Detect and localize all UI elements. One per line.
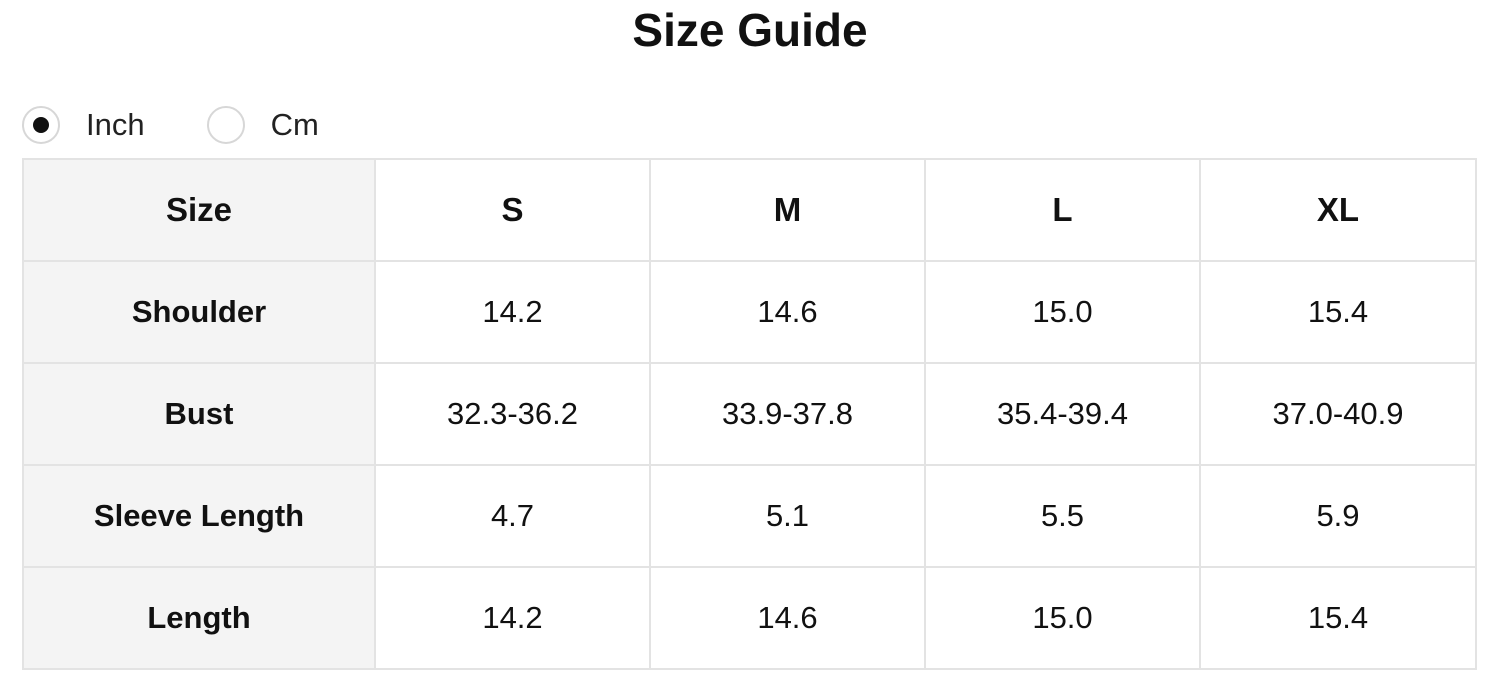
cm-radio[interactable] xyxy=(206,106,245,144)
cm-label: Cm xyxy=(270,107,319,142)
table-cell: 15.4 xyxy=(1199,260,1477,364)
unit-selector: Inch Cm xyxy=(22,100,381,150)
table-row: Sleeve Length 4.7 5.1 5.5 5.9 xyxy=(22,464,1477,568)
page-title: Size Guide xyxy=(632,4,868,56)
table-cell: 14.2 xyxy=(374,260,651,364)
table-cell: 15.0 xyxy=(924,260,1201,364)
column-header-m: M xyxy=(649,158,926,262)
unit-option-inch[interactable]: Inch xyxy=(22,106,145,144)
table-cell: 5.9 xyxy=(1199,464,1477,568)
table-cell: 14.2 xyxy=(374,566,651,670)
table-header-row: Size S M L XL xyxy=(22,158,1477,262)
table-cell: 4.7 xyxy=(374,464,651,568)
table-cell: 35.4-39.4 xyxy=(924,362,1201,466)
inch-radio[interactable] xyxy=(22,106,60,144)
row-label-sleeve-length: Sleeve Length xyxy=(22,464,376,568)
table-row: Bust 32.3-36.2 33.9-37.8 35.4-39.4 37.0-… xyxy=(22,362,1477,466)
table-cell: 15.0 xyxy=(924,566,1201,670)
column-header-l: L xyxy=(924,158,1201,262)
row-label-length: Length xyxy=(22,566,376,670)
unit-option-cm[interactable]: Cm xyxy=(206,106,319,144)
inch-label: Inch xyxy=(86,107,145,142)
row-label-shoulder: Shoulder xyxy=(22,260,376,364)
table-cell: 14.6 xyxy=(649,260,926,364)
table-row: Length 14.2 14.6 15.0 15.4 xyxy=(22,566,1477,670)
column-header-xl: XL xyxy=(1199,158,1477,262)
table-cell: 32.3-36.2 xyxy=(374,362,651,466)
table-cell: 5.5 xyxy=(924,464,1201,568)
table-cell: 15.4 xyxy=(1199,566,1477,670)
table-cell: 5.1 xyxy=(649,464,926,568)
row-label-bust: Bust xyxy=(22,362,376,466)
table-cell: 37.0-40.9 xyxy=(1199,362,1477,466)
size-table: Size S M L XL Shoulder 14.2 14.6 15.0 15… xyxy=(22,158,1477,670)
column-header-s: S xyxy=(374,158,651,262)
table-cell: 33.9-37.8 xyxy=(649,362,926,466)
size-header: Size xyxy=(22,158,376,262)
table-row: Shoulder 14.2 14.6 15.0 15.4 xyxy=(22,260,1477,364)
table-cell: 14.6 xyxy=(649,566,926,670)
